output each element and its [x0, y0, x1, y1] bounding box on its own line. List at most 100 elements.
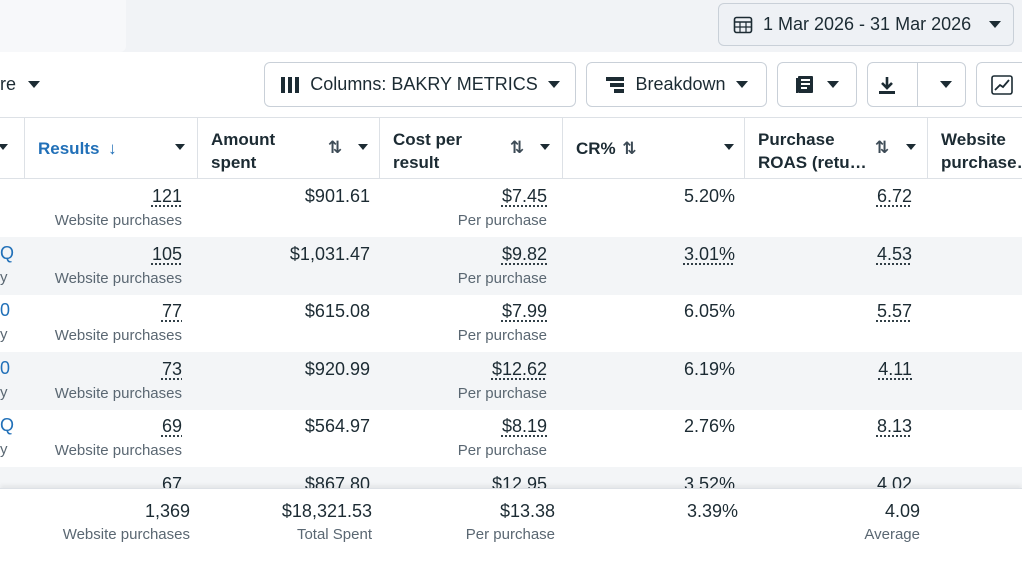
cell-cost-per-result[interactable]: $7.99	[502, 301, 547, 322]
total-roas-label: Average	[864, 526, 920, 543]
column-header-purchase-roas[interactable]: Purchase ROAS (retu… ⇅	[745, 118, 928, 178]
cell-results[interactable]: 69	[162, 416, 182, 437]
chevron-down-icon	[540, 144, 550, 150]
cell-results-label: Website purchases	[55, 327, 182, 344]
cell-purchase-roas[interactable]: 4.11	[878, 359, 912, 380]
website-header-line2: purchase…	[941, 151, 1022, 174]
breakdown-button[interactable]: Breakdown	[586, 62, 767, 107]
date-range-label: 1 Mar 2026 - 31 Mar 2026	[763, 14, 971, 35]
row-name-fragment[interactable]: Q	[0, 415, 14, 436]
cell-amount-spent: $564.97	[305, 416, 370, 437]
cell-purchase-roas[interactable]: 4.02	[877, 474, 912, 489]
columns-button[interactable]: Columns: BAKRY METRICS	[264, 62, 576, 107]
cell-results-label: Website purchases	[55, 385, 182, 402]
cell-purchase-roas[interactable]: 5.57	[877, 301, 912, 322]
cell-purchase-roas[interactable]: 6.72	[877, 186, 912, 207]
column-header-cr[interactable]: CR% ⇅	[563, 118, 745, 178]
cell-amount-spent: $1,031.47	[290, 244, 370, 265]
table-row[interactable]: Qy 69 Website purchases $564.97 $8.19 Per pur…	[0, 409, 1022, 467]
column-header-website-purchases[interactable]: Website purchase…	[928, 118, 1022, 178]
more-dropdown[interactable]: re	[0, 74, 40, 95]
sort-icon[interactable]: ⇅	[328, 138, 342, 158]
cr-header-label: CR%	[576, 139, 616, 158]
breakdown-label: Breakdown	[635, 74, 725, 95]
cell-results-label: Website purchases	[55, 270, 182, 287]
top-tab[interactable]	[0, 0, 126, 52]
cell-cost-per-result[interactable]: $7.45	[502, 186, 547, 207]
cell-amount-spent: $867.80	[305, 474, 370, 489]
cell-purchase-roas[interactable]: 8.13	[877, 416, 912, 437]
cell-cost-per-result-label: Per purchase	[458, 442, 547, 459]
chevron-down-icon	[0, 144, 8, 150]
row-name-fragment[interactable]: 0	[0, 358, 10, 379]
roas-header-line1: Purchase	[758, 128, 867, 151]
chevron-down-icon	[940, 81, 952, 88]
roas-header-line2: ROAS (retu…	[758, 151, 867, 174]
table-row[interactable]: 121 Website purchases $901.61 $7.45 Per purc…	[0, 179, 1022, 237]
export-button[interactable]	[867, 62, 966, 107]
results-header-label: Results	[38, 139, 99, 158]
cell-cost-per-result-label: Per purchase	[458, 212, 547, 229]
reports-button[interactable]	[777, 62, 857, 107]
row-name-fragment[interactable]: 0	[0, 300, 10, 321]
chevron-down-icon	[827, 81, 839, 88]
date-range-picker[interactable]: 1 Mar 2026 - 31 Mar 2026	[718, 3, 1014, 46]
row-name-sub-fragment: y	[0, 269, 8, 286]
column-header-results[interactable]: Results ↓	[25, 118, 198, 178]
total-cost-per-result: $13.38	[500, 501, 555, 522]
amount-spent-header-line1: Amount	[211, 128, 275, 151]
cell-cr: 6.19%	[684, 359, 735, 380]
cell-results[interactable]: 67	[162, 474, 182, 489]
cell-cost-per-result-label: Per purchase	[458, 327, 547, 344]
table-row[interactable]: 0 y 73 Website purchases $920.99 $12.62 Per pu…	[0, 352, 1022, 410]
total-results: 1,369	[145, 501, 190, 522]
row-name-sub-fragment: y	[0, 384, 8, 401]
chevron-down-icon	[548, 81, 560, 88]
chevron-down-icon	[358, 144, 368, 150]
sort-icon[interactable]: ⇅	[622, 139, 636, 158]
cell-results[interactable]: 73	[162, 359, 182, 380]
cell-cost-per-result[interactable]: $12.62	[492, 359, 547, 380]
sort-icon[interactable]: ⇅	[875, 138, 889, 158]
toolbar: re Columns: BAKRY METRICS Breakdown	[0, 52, 1022, 118]
cell-cr: 2.76%	[684, 416, 735, 437]
cell-cost-per-result[interactable]: $12.95	[492, 474, 547, 489]
download-segment[interactable]	[868, 63, 907, 106]
charts-button[interactable]	[976, 62, 1022, 107]
sort-icon[interactable]: ⇅	[510, 138, 524, 158]
cell-amount-spent: $920.99	[305, 359, 370, 380]
chevron-down-icon	[724, 144, 734, 150]
row-name-fragment[interactable]: Q	[0, 243, 14, 264]
chevron-down-icon	[906, 144, 916, 150]
chevron-down-icon	[175, 144, 185, 150]
cell-cost-per-result[interactable]: $8.19	[502, 416, 547, 437]
cell-results-label: Website purchases	[55, 212, 182, 229]
cell-purchase-roas[interactable]: 4.53	[877, 244, 912, 265]
cell-cr[interactable]: 3.01%	[684, 244, 735, 265]
column-header-name[interactable]	[0, 118, 25, 178]
columns-icon	[280, 76, 300, 94]
cell-results[interactable]: 105	[152, 244, 182, 265]
reports-icon	[795, 75, 817, 95]
table-header: Results ↓ Amount spent ⇅ Cost per result…	[0, 118, 1022, 179]
results-table: Results ↓ Amount spent ⇅ Cost per result…	[0, 117, 1022, 488]
export-options-segment[interactable]	[927, 63, 965, 106]
chevron-down-icon	[989, 21, 1001, 28]
cell-amount-spent: $615.08	[305, 301, 370, 322]
total-amount-spent: $18,321.53	[282, 501, 372, 522]
table-row[interactable]: 67 $867.80 $12.95 3.52% 4.02	[0, 467, 1022, 489]
cell-cr: 5.20%	[684, 186, 735, 207]
table-row[interactable]: Qy 105 Website purchases $1,031.47 $9.82 Per …	[0, 237, 1022, 295]
column-header-amount-spent[interactable]: Amount spent ⇅	[198, 118, 380, 178]
cell-cost-per-result[interactable]: $9.82	[502, 244, 547, 265]
table-row[interactable]: 0 y 77 Website purchases $615.08 $7.99 Per pur…	[0, 294, 1022, 352]
calendar-icon	[733, 15, 753, 35]
total-results-label: Website purchases	[63, 526, 190, 543]
column-header-cost-per-result[interactable]: Cost per result ⇅	[380, 118, 563, 178]
cell-results[interactable]: 121	[152, 186, 182, 207]
cell-cr: 6.05%	[684, 301, 735, 322]
total-cr: 3.39%	[687, 501, 738, 522]
top-bar: 1 Mar 2026 - 31 Mar 2026	[0, 0, 1022, 52]
cell-results[interactable]: 77	[162, 301, 182, 322]
cost-per-result-header-line1: Cost per	[393, 128, 462, 151]
